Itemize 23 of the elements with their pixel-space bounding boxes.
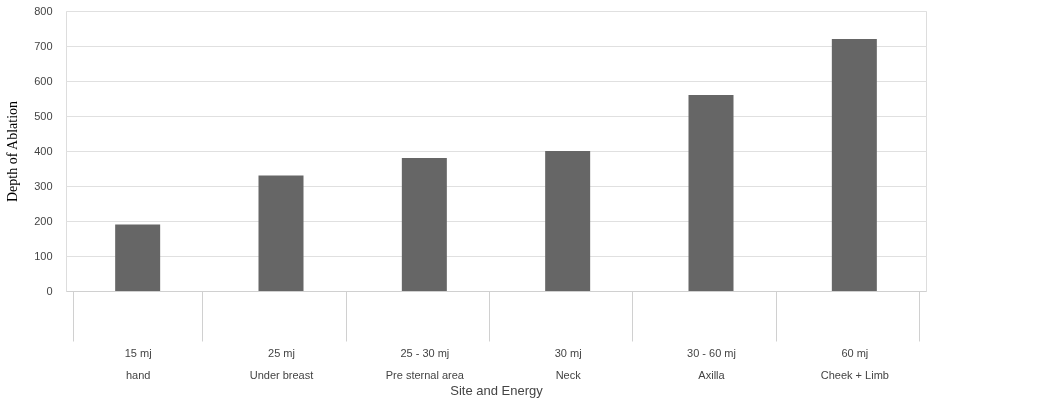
y-tick-label: 800 [34, 4, 53, 17]
bar [115, 224, 161, 291]
x-axis-title: Site and Energy [450, 382, 544, 398]
bar [831, 39, 877, 291]
x-tick-label: 30 mj Neck [554, 346, 582, 381]
y-axis-title: Depth of Ablation [5, 100, 21, 203]
x-tick-label: 60 mj Cheek + Limb [820, 346, 889, 381]
bar [688, 95, 734, 291]
y-tick-label: 100 [34, 249, 53, 262]
bar [545, 151, 591, 291]
y-tick-label: 400 [34, 144, 53, 157]
x-tick-label: 15 mj hand [124, 346, 152, 381]
bar [258, 175, 304, 291]
y-tick-label: 200 [34, 214, 53, 227]
y-tick-label: 500 [34, 109, 53, 122]
y-tick-label: 700 [34, 39, 53, 52]
bar [401, 158, 447, 291]
x-tick-label: 25 mj Under breast [249, 346, 314, 381]
x-tick-label: 25 - 30 mj Pre sternal area [385, 346, 465, 381]
x-tick-label: 30 - 60 mj Axilla [687, 346, 736, 381]
y-tick-label: 300 [34, 179, 53, 192]
y-tick-label: 0 [46, 284, 53, 297]
y-tick-label: 600 [34, 74, 53, 87]
